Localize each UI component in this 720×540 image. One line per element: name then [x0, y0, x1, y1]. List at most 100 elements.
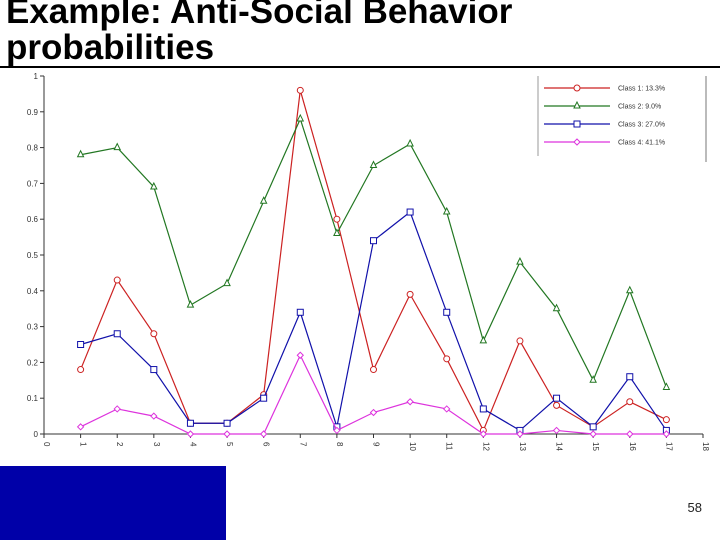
y-tick-label: 0.5 [27, 251, 39, 260]
series-2 [76, 113, 671, 390]
x-tick-label: 1 [79, 442, 88, 447]
data-point [296, 86, 304, 94]
data-point [553, 401, 561, 409]
legend-label: Class 3: 27.0% [618, 122, 665, 129]
x-tick-label: 2 [115, 442, 124, 447]
data-point [443, 405, 451, 413]
data-point [186, 430, 195, 438]
data-point [516, 430, 524, 438]
data-point [589, 430, 597, 438]
chart-series [76, 86, 671, 438]
data-point [260, 394, 268, 402]
data-point [150, 412, 158, 420]
data-point [552, 303, 561, 312]
data-point [573, 84, 581, 92]
data-point [296, 113, 305, 122]
chart-axes: 00.10.20.30.40.50.60.70.80.910 1 2 3 4 5 6 7 8 9 1… [27, 72, 710, 451]
series-line [80, 211, 667, 432]
x-tick-label: 0 [42, 442, 51, 447]
data-point [589, 423, 597, 431]
data-point [259, 196, 268, 204]
data-point [223, 430, 231, 438]
chart-legend: Class 1: 13.3% Class 2: 9.0% Class 3: 27.0… [537, 76, 707, 162]
data-point [406, 290, 414, 298]
y-tick-label: 0.8 [27, 144, 39, 153]
data-point [442, 206, 451, 215]
footer-blue-block [0, 466, 226, 540]
x-tick-label: 9 [372, 442, 381, 447]
x-tick-label: 18 [701, 442, 710, 451]
y-tick-label: 0.2 [27, 358, 39, 367]
x-tick-label: 10 [408, 442, 417, 451]
data-point [406, 208, 414, 216]
series-4 [76, 351, 671, 438]
x-tick-label: 8 [335, 442, 344, 447]
title-divider [0, 66, 720, 68]
x-tick-label: 4 [188, 442, 197, 447]
x-tick-label: 11 [445, 442, 454, 451]
data-point [113, 330, 121, 338]
legend-label: Class 2: 9.0% [618, 104, 661, 111]
data-point [552, 426, 561, 435]
data-point [573, 100, 581, 109]
data-point [113, 405, 121, 413]
data-point [369, 408, 378, 417]
data-point [76, 423, 85, 431]
data-point [516, 257, 524, 265]
legend-label: Class 4: 41.1% [618, 140, 665, 147]
y-tick-label: 0 [34, 430, 39, 439]
x-tick-label: 15 [591, 442, 600, 451]
data-point [573, 120, 581, 128]
y-tick-label: 0.3 [27, 323, 39, 332]
data-point [113, 142, 122, 151]
series-3 [77, 208, 670, 434]
data-point [113, 276, 121, 284]
data-point [662, 382, 671, 390]
data-point [223, 278, 231, 287]
data-point [150, 181, 158, 190]
data-point [626, 430, 634, 438]
y-tick-label: 0.4 [27, 287, 39, 296]
page-number: 58 [687, 500, 702, 515]
y-tick-label: 0.1 [27, 394, 39, 403]
x-tick-label: 12 [481, 442, 490, 451]
x-tick-label: 6 [262, 442, 271, 447]
data-point [573, 138, 581, 146]
data-point [296, 351, 304, 359]
data-point [150, 330, 158, 338]
data-point [370, 366, 377, 374]
data-point [479, 405, 487, 413]
series-1 [77, 86, 670, 434]
x-tick-label: 5 [225, 442, 234, 447]
data-point [479, 430, 488, 438]
data-point [516, 337, 524, 345]
data-point [443, 355, 451, 363]
data-point [589, 375, 597, 383]
data-point [479, 335, 488, 344]
y-tick-label: 0.7 [27, 179, 39, 188]
data-point [662, 430, 671, 438]
data-point [406, 398, 414, 406]
data-point [296, 308, 304, 316]
data-point [76, 149, 85, 158]
x-tick-label: 7 [298, 442, 307, 447]
slide-title: Example: Anti-Social Behavior probabilit… [6, 0, 513, 66]
data-point [186, 300, 195, 308]
data-point [662, 416, 670, 424]
data-point [370, 237, 377, 245]
y-tick-label: 0.6 [27, 215, 39, 224]
x-tick-label: 13 [518, 442, 527, 451]
data-point [223, 419, 231, 427]
data-point [625, 285, 634, 294]
data-point [186, 419, 194, 427]
data-point [443, 308, 451, 316]
legend-label: Class 1: 13.3% [618, 86, 665, 93]
line-chart: 00.10.20.30.40.50.60.70.80.910 1 2 3 4 5 6 7 8 9 1… [27, 72, 710, 451]
data-point [553, 394, 561, 402]
data-point [626, 373, 634, 381]
data-point [77, 366, 85, 374]
y-tick-label: 1 [34, 72, 39, 81]
x-tick-label: 3 [152, 442, 161, 447]
data-point [77, 341, 85, 348]
x-tick-label: 16 [628, 442, 637, 451]
